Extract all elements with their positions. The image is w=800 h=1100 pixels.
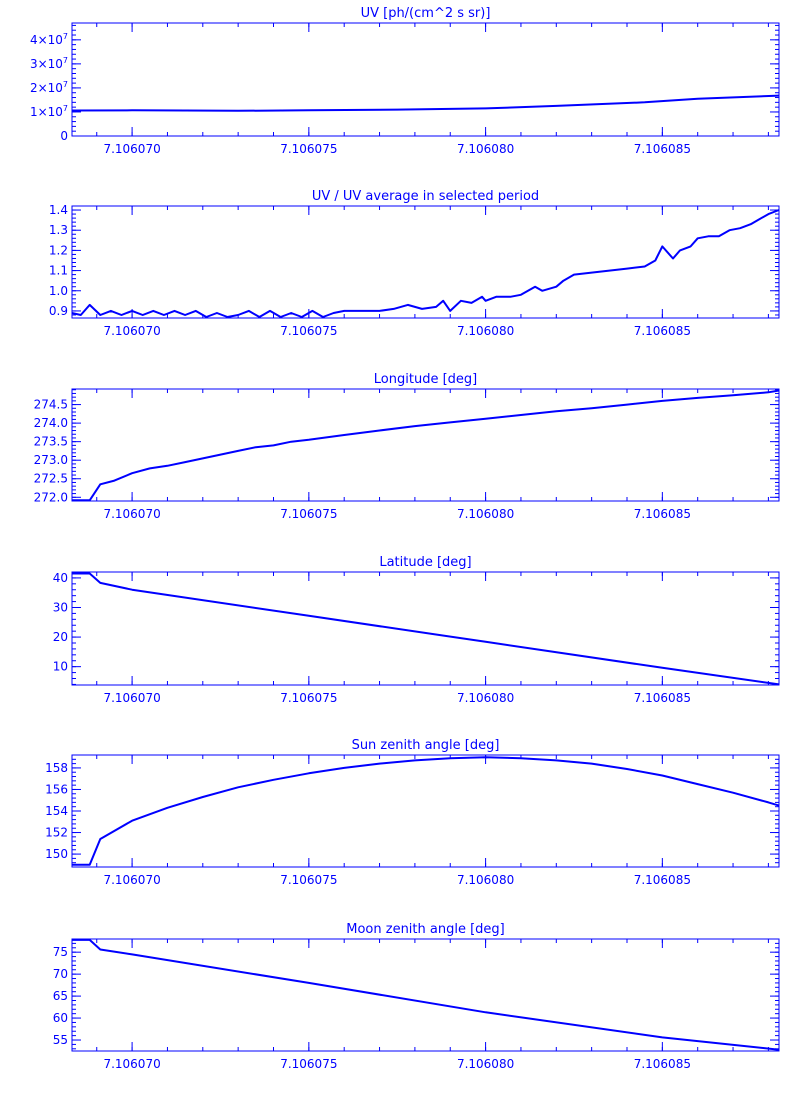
series-line bbox=[72, 572, 780, 686]
y-tick-label: 60 bbox=[53, 1011, 68, 1025]
plot-frame bbox=[71, 22, 780, 137]
x-tick-label: 7.106085 bbox=[634, 142, 691, 156]
plot-frame bbox=[71, 938, 780, 1052]
y-tick-label: 274.0 bbox=[34, 416, 68, 430]
series-line bbox=[72, 756, 780, 866]
y-tick-label: 1×107 bbox=[30, 104, 68, 119]
chart-title: UV [ph/(cm^2 s sr)] bbox=[361, 6, 491, 21]
y-tick-label: 1.2 bbox=[49, 243, 68, 257]
x-tick-label: 7.106080 bbox=[457, 1057, 514, 1071]
x-tick-label: 7.106075 bbox=[280, 324, 337, 338]
y-tick-label: 0.9 bbox=[49, 304, 68, 318]
chart-panel-6: Moon zenith angle [deg] 7.106070 7.106075 7… bbox=[53, 922, 780, 1071]
y-tick-label: 1.0 bbox=[49, 284, 68, 298]
x-tick-label: 7.106080 bbox=[457, 142, 514, 156]
chart-title: Longitude [deg] bbox=[374, 372, 477, 387]
y-tick-label: 30 bbox=[53, 600, 68, 614]
x-tick-label: 7.106070 bbox=[103, 142, 160, 156]
y-tick-label: 1.3 bbox=[49, 223, 68, 237]
series-line bbox=[71, 94, 780, 112]
chart-panel-4: Latitude [deg] 7.106070 7.106075 7.106080 7.… bbox=[53, 555, 780, 705]
y-tick-label: 272.0 bbox=[34, 490, 68, 504]
y-tick-label: 158 bbox=[45, 761, 68, 775]
y-tick-label: 2×107 bbox=[30, 80, 68, 95]
x-tick-label: 7.106075 bbox=[280, 873, 337, 887]
x-tick-label: 7.106075 bbox=[280, 142, 337, 156]
y-tick-label: 154 bbox=[45, 804, 68, 818]
x-tick-label: 7.106075 bbox=[280, 691, 337, 705]
plot-frame bbox=[71, 754, 780, 868]
x-tick-label: 7.106085 bbox=[634, 324, 691, 338]
y-tick-label: 75 bbox=[53, 945, 68, 959]
series-line bbox=[71, 209, 780, 318]
x-tick-label: 7.106085 bbox=[634, 691, 691, 705]
chart-panel-5: Sun zenith angle [deg] 7.106070 7.106075 7.… bbox=[45, 738, 780, 887]
x-tick-label: 7.106075 bbox=[280, 507, 337, 521]
series-line bbox=[72, 389, 780, 502]
x-tick-label: 7.106080 bbox=[457, 324, 514, 338]
y-tick-label: 70 bbox=[53, 967, 68, 981]
y-tick-label: 274.5 bbox=[34, 398, 68, 412]
y-tick-label: 273.0 bbox=[34, 453, 68, 467]
y-tick-label: 150 bbox=[45, 847, 68, 861]
x-tick-label: 7.106080 bbox=[457, 873, 514, 887]
plot-frame bbox=[71, 205, 780, 319]
x-tick-label: 7.106085 bbox=[634, 507, 691, 521]
y-tick-label: 20 bbox=[53, 630, 68, 644]
x-tick-label: 7.106070 bbox=[103, 691, 160, 705]
y-tick-label: 1.1 bbox=[49, 264, 68, 278]
x-tick-label: 7.106070 bbox=[103, 873, 160, 887]
chart-title: Sun zenith angle [deg] bbox=[352, 738, 500, 753]
series-line bbox=[72, 938, 780, 1051]
y-tick-label: 3×107 bbox=[30, 56, 68, 71]
y-tick-label: 152 bbox=[45, 826, 68, 840]
x-tick-label: 7.106075 bbox=[280, 1057, 337, 1071]
y-tick-label: 273.5 bbox=[34, 435, 68, 449]
y-tick-label: 156 bbox=[45, 782, 68, 796]
y-tick-label: 1.4 bbox=[49, 203, 68, 217]
plot-frame bbox=[71, 571, 780, 686]
chart-panel-2: UV / UV average in selected period 7.1060… bbox=[49, 189, 780, 338]
y-tick-label: 55 bbox=[53, 1033, 68, 1047]
x-tick-label: 7.106080 bbox=[457, 691, 514, 705]
chart-title: Moon zenith angle [deg] bbox=[346, 922, 504, 937]
x-tick-label: 7.106070 bbox=[103, 507, 160, 521]
x-tick-label: 7.106070 bbox=[103, 324, 160, 338]
y-tick-label: 0 bbox=[60, 129, 68, 143]
x-tick-label: 7.106085 bbox=[634, 1057, 691, 1071]
chart-panel-3: Longitude [deg] 7.106070 7.106075 7.106080 7… bbox=[34, 372, 780, 521]
x-tick-label: 7.106070 bbox=[103, 1057, 160, 1071]
chart-panel-1: UV [ph/(cm^2 s sr)] 7.106070 7.106075 7.106… bbox=[30, 6, 780, 156]
chart-title: UV / UV average in selected period bbox=[312, 189, 539, 204]
y-tick-label: 40 bbox=[53, 571, 68, 585]
chart-title: Latitude [deg] bbox=[379, 555, 471, 570]
y-tick-label: 4×107 bbox=[30, 32, 68, 47]
y-tick-label: 65 bbox=[53, 989, 68, 1003]
x-tick-label: 7.106085 bbox=[634, 873, 691, 887]
y-tick-label: 10 bbox=[53, 660, 68, 674]
y-tick-label: 272.5 bbox=[34, 472, 68, 486]
x-tick-label: 7.106080 bbox=[457, 507, 514, 521]
plot-frame bbox=[71, 388, 780, 502]
